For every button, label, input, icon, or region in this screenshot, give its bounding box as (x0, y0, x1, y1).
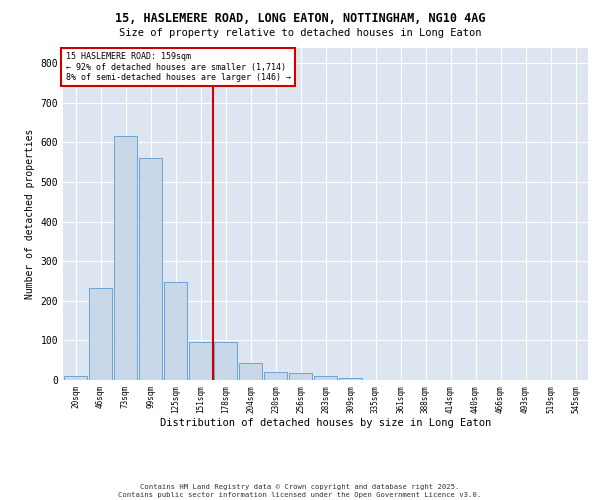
Text: 15 HASLEMERE ROAD: 159sqm
← 92% of detached houses are smaller (1,714)
8% of sem: 15 HASLEMERE ROAD: 159sqm ← 92% of detac… (65, 52, 290, 82)
X-axis label: Distribution of detached houses by size in Long Eaton: Distribution of detached houses by size … (160, 418, 491, 428)
Text: Contains HM Land Registry data © Crown copyright and database right 2025.
Contai: Contains HM Land Registry data © Crown c… (118, 484, 482, 498)
Bar (289, 373, 312, 380)
Bar (214, 342, 237, 380)
Bar (339, 378, 362, 380)
Bar (264, 372, 287, 380)
Bar (189, 342, 212, 380)
Text: 15, HASLEMERE ROAD, LONG EATON, NOTTINGHAM, NG10 4AG: 15, HASLEMERE ROAD, LONG EATON, NOTTINGH… (115, 12, 485, 26)
Bar (239, 364, 262, 380)
Bar (89, 288, 112, 380)
Y-axis label: Number of detached properties: Number of detached properties (25, 128, 35, 299)
Bar (314, 376, 337, 380)
Text: Size of property relative to detached houses in Long Eaton: Size of property relative to detached ho… (119, 28, 481, 38)
Bar (139, 158, 162, 380)
Bar (64, 376, 87, 380)
Bar (114, 136, 137, 380)
Bar (164, 282, 187, 380)
